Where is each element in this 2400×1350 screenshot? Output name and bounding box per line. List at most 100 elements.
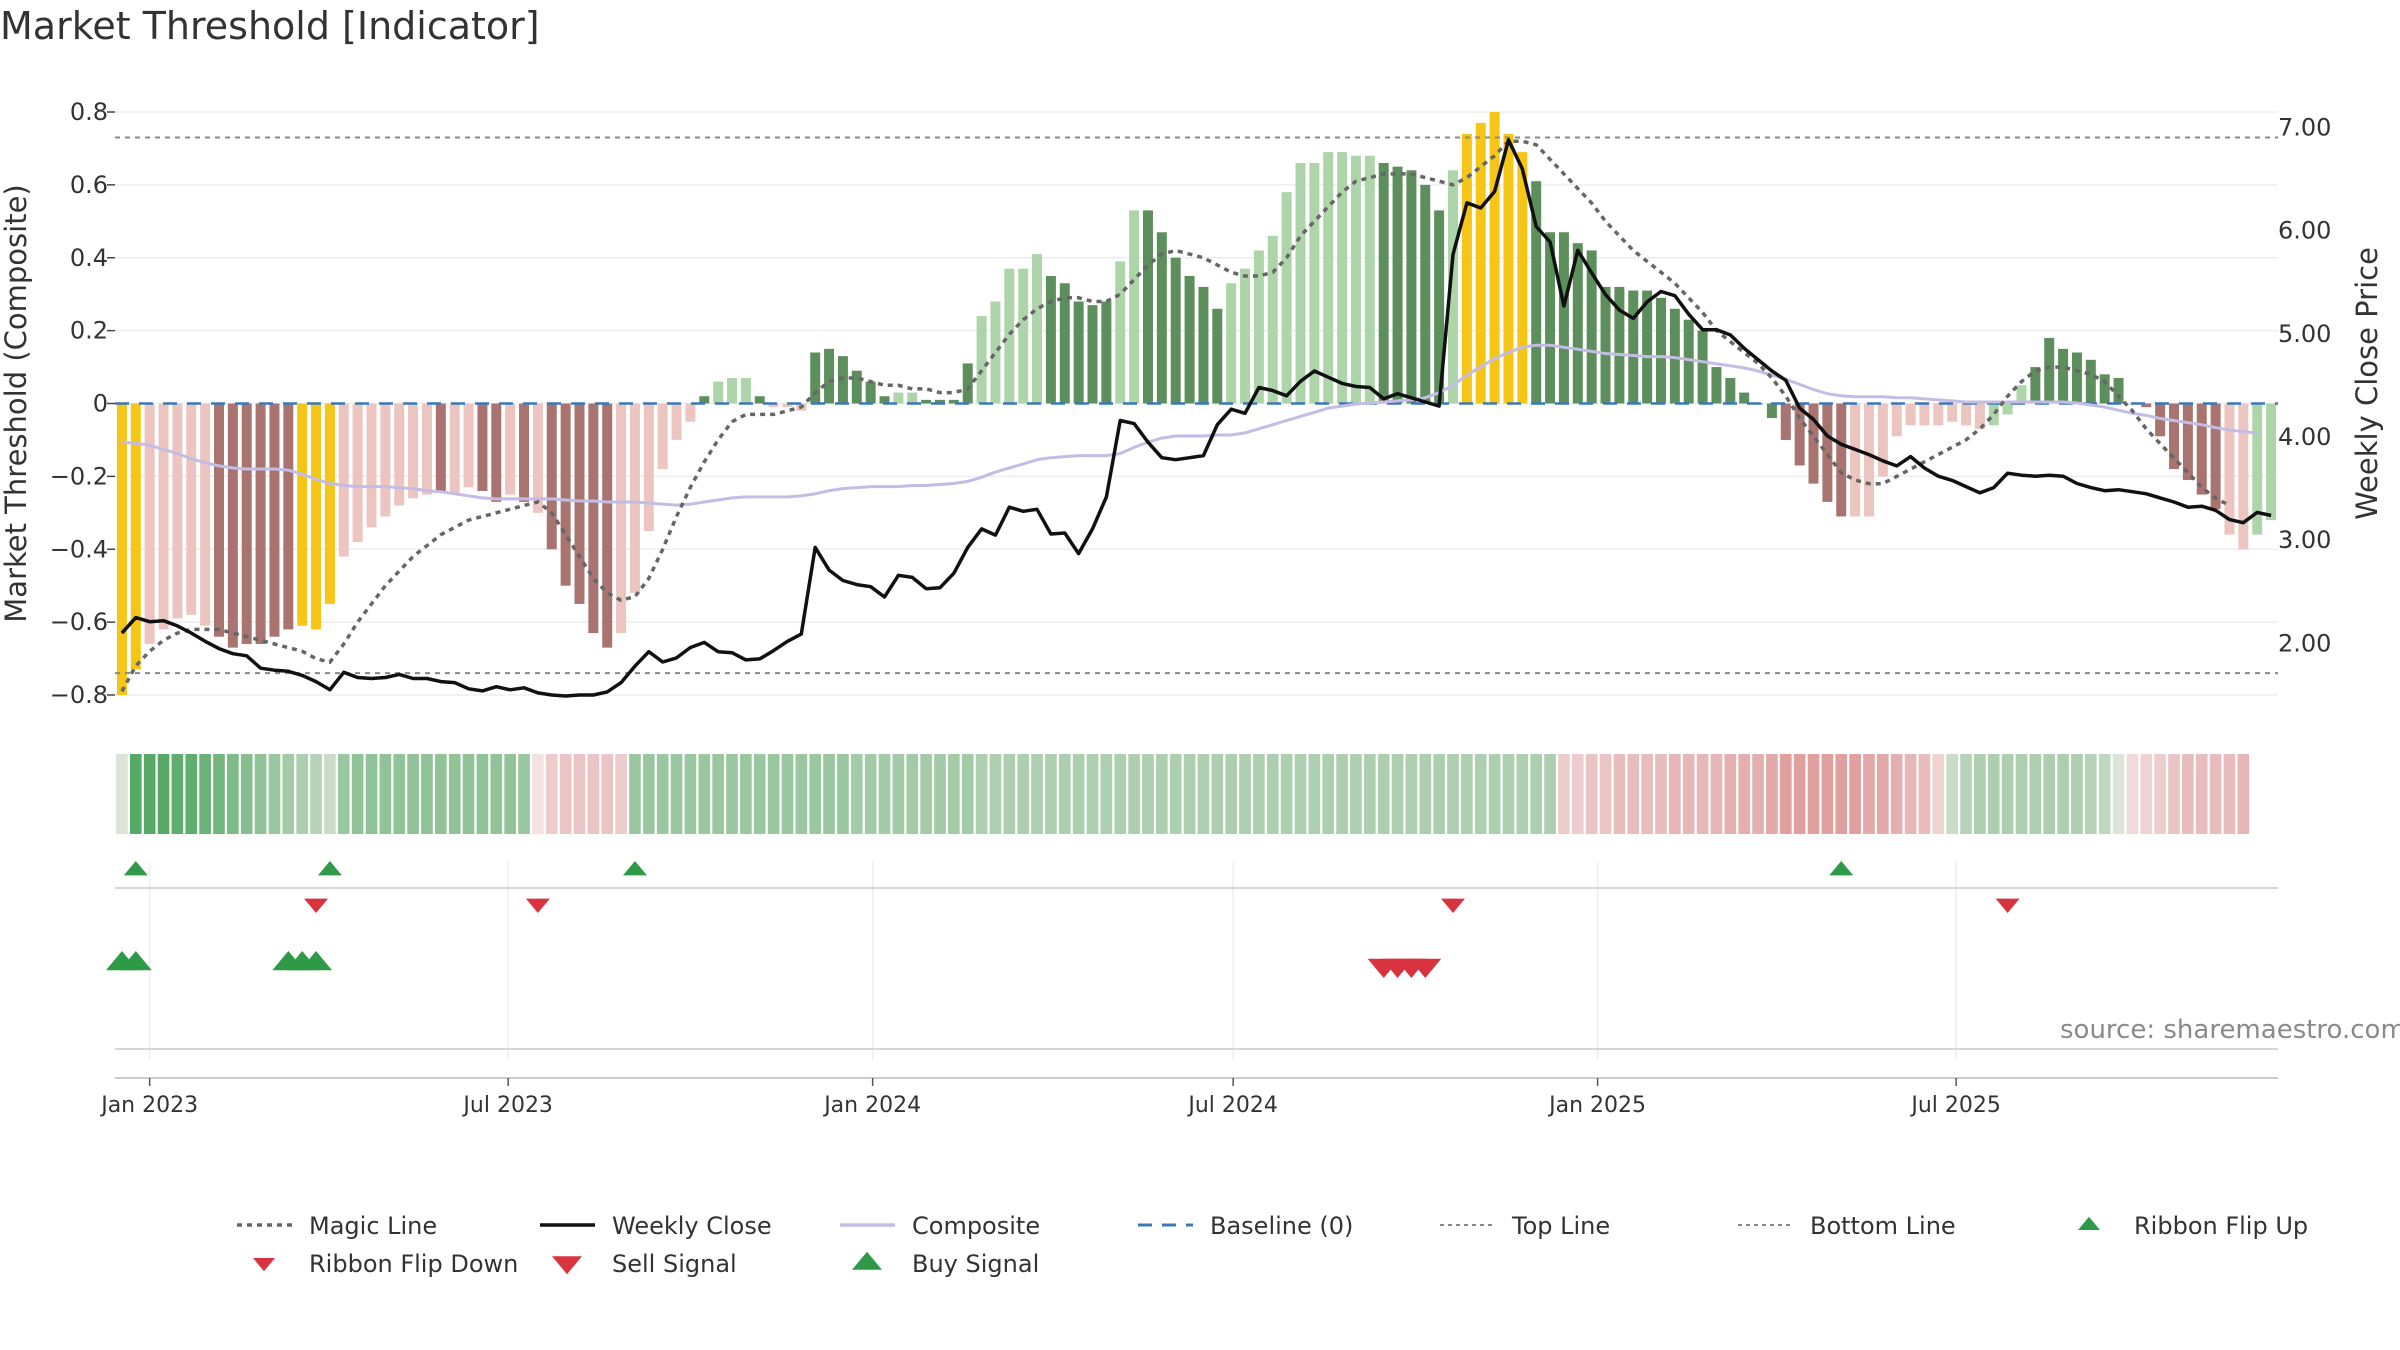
- composite-bar: [1032, 254, 1043, 404]
- composite-bar: [1919, 403, 1930, 426]
- y-tick-label: −0.8: [50, 681, 108, 709]
- composite-bar: [1253, 250, 1264, 404]
- ribbon-cell: [1599, 754, 1612, 834]
- ribbon-cell: [1696, 754, 1709, 834]
- legend-label: Bottom Line: [1810, 1212, 1956, 1240]
- ribbon-cell: [1474, 754, 1487, 834]
- legend-label: Sell Signal: [612, 1250, 737, 1278]
- composite-bar: [449, 403, 460, 495]
- y-tick-label: 0.4: [70, 244, 108, 272]
- ribbon-cell: [1918, 754, 1931, 834]
- ribbon-cell: [753, 754, 766, 834]
- legend-item: Composite: [840, 1212, 1040, 1240]
- composite-bar: [297, 403, 308, 626]
- ribbon-cell: [656, 754, 669, 834]
- composite-bar: [1877, 403, 1888, 477]
- x-tick-label: Jan 2024: [822, 1093, 921, 1118]
- ribbon-cell: [850, 754, 863, 834]
- ribbon-cell: [1960, 754, 1972, 834]
- ribbon-cell: [2209, 754, 2222, 834]
- composite-bar: [1267, 235, 1278, 404]
- y-tick-label: 0: [93, 390, 108, 418]
- ribbon-cell: [1488, 754, 1501, 834]
- ribbon-cell: [1544, 754, 1556, 834]
- ribbon-cell: [2168, 754, 2180, 834]
- composite-bar: [505, 403, 516, 495]
- ribbon-cell: [1558, 754, 1570, 834]
- ribbon-cell: [518, 754, 530, 834]
- composite-bar: [1905, 403, 1916, 426]
- ribbon-cell: [1350, 754, 1362, 834]
- ribbon-cell: [268, 754, 281, 834]
- y-tick-label: −0.4: [50, 535, 108, 563]
- composite-bar: [602, 403, 613, 648]
- ribbon-cell: [1322, 754, 1335, 834]
- ribbon-cell: [726, 754, 738, 834]
- ribbon-cell: [615, 754, 627, 834]
- composite-bars: [116, 112, 2277, 695]
- composite-bar: [976, 316, 987, 404]
- composite-bar: [2182, 403, 2193, 481]
- composite-bar: [1461, 133, 1472, 404]
- composite-bar: [324, 403, 335, 604]
- signal-markers: [105, 861, 2020, 978]
- ribbon-cell: [1405, 754, 1418, 834]
- ribbon-cell: [740, 754, 752, 834]
- legend-label: Magic Line: [309, 1212, 437, 1240]
- composite-bar: [893, 392, 904, 404]
- ribbon-cell: [504, 754, 516, 834]
- y2-tick-label: 5.00: [2278, 320, 2331, 348]
- ribbon-cell: [296, 754, 309, 834]
- y-tick-label: −0.6: [50, 608, 108, 636]
- composite-bar: [1198, 286, 1209, 404]
- weekly-close-line: [120, 138, 2272, 698]
- ribbon-cell: [809, 754, 822, 834]
- ribbon-cell: [2029, 754, 2042, 834]
- legend-label: Baseline (0): [1210, 1212, 1353, 1240]
- composite-bar: [643, 403, 654, 532]
- x-tick-label: Jan 2023: [99, 1093, 198, 1118]
- ribbon-cell: [1627, 754, 1640, 834]
- ribbon-cell: [1308, 754, 1321, 834]
- composite-bar: [283, 403, 294, 630]
- sell-signal-marker: [1409, 958, 1442, 978]
- composite-bar: [907, 392, 918, 404]
- x-tick-label: Jul 2025: [1909, 1093, 2001, 1118]
- ribbon-flip-down-marker: [1441, 898, 1466, 913]
- composite-bar: [1863, 403, 1874, 517]
- legend-label: Top Line: [1511, 1212, 1610, 1240]
- composite-bar: [1822, 403, 1833, 502]
- legend-item: Weekly Close: [540, 1212, 772, 1240]
- ribbon-cell: [989, 754, 1002, 834]
- composite-bar: [1961, 403, 1972, 426]
- ribbon-cell: [2043, 754, 2056, 834]
- composite-bar: [519, 403, 530, 502]
- composite-bar: [2169, 403, 2180, 470]
- ribbon-cell: [1752, 754, 1764, 834]
- composite-bar: [1794, 403, 1805, 466]
- composite-bar: [768, 403, 779, 408]
- source-credit: source: sharemaestro.com: [2060, 1015, 2400, 1045]
- buy-signal-marker: [119, 951, 152, 971]
- ribbon-cell: [878, 754, 891, 834]
- ribbon-cell: [837, 754, 849, 834]
- ribbon-cell: [116, 754, 128, 834]
- legend-item: Sell Signal: [552, 1250, 737, 1278]
- composite-bar: [1073, 301, 1084, 404]
- composite-bar: [1226, 283, 1237, 404]
- composite-bar: [394, 403, 405, 506]
- composite-bar: [1212, 308, 1223, 404]
- ribbon-cell: [1724, 754, 1737, 834]
- ribbon-cell: [490, 754, 503, 834]
- composite-bar: [1766, 403, 1777, 419]
- ribbon-flip-down-marker: [525, 898, 550, 913]
- x-tick-label: Jul 2024: [1186, 1093, 1278, 1118]
- composite-bar: [200, 403, 211, 626]
- ribbon-cell: [476, 754, 489, 834]
- composite-bar: [1531, 181, 1542, 404]
- composite-bar: [1933, 403, 1944, 426]
- ribbon-cell: [1641, 754, 1653, 834]
- ribbon-cell: [1987, 754, 2000, 834]
- x-tick-label: Jul 2023: [461, 1093, 553, 1118]
- y2-tick-label: 6.00: [2278, 217, 2331, 245]
